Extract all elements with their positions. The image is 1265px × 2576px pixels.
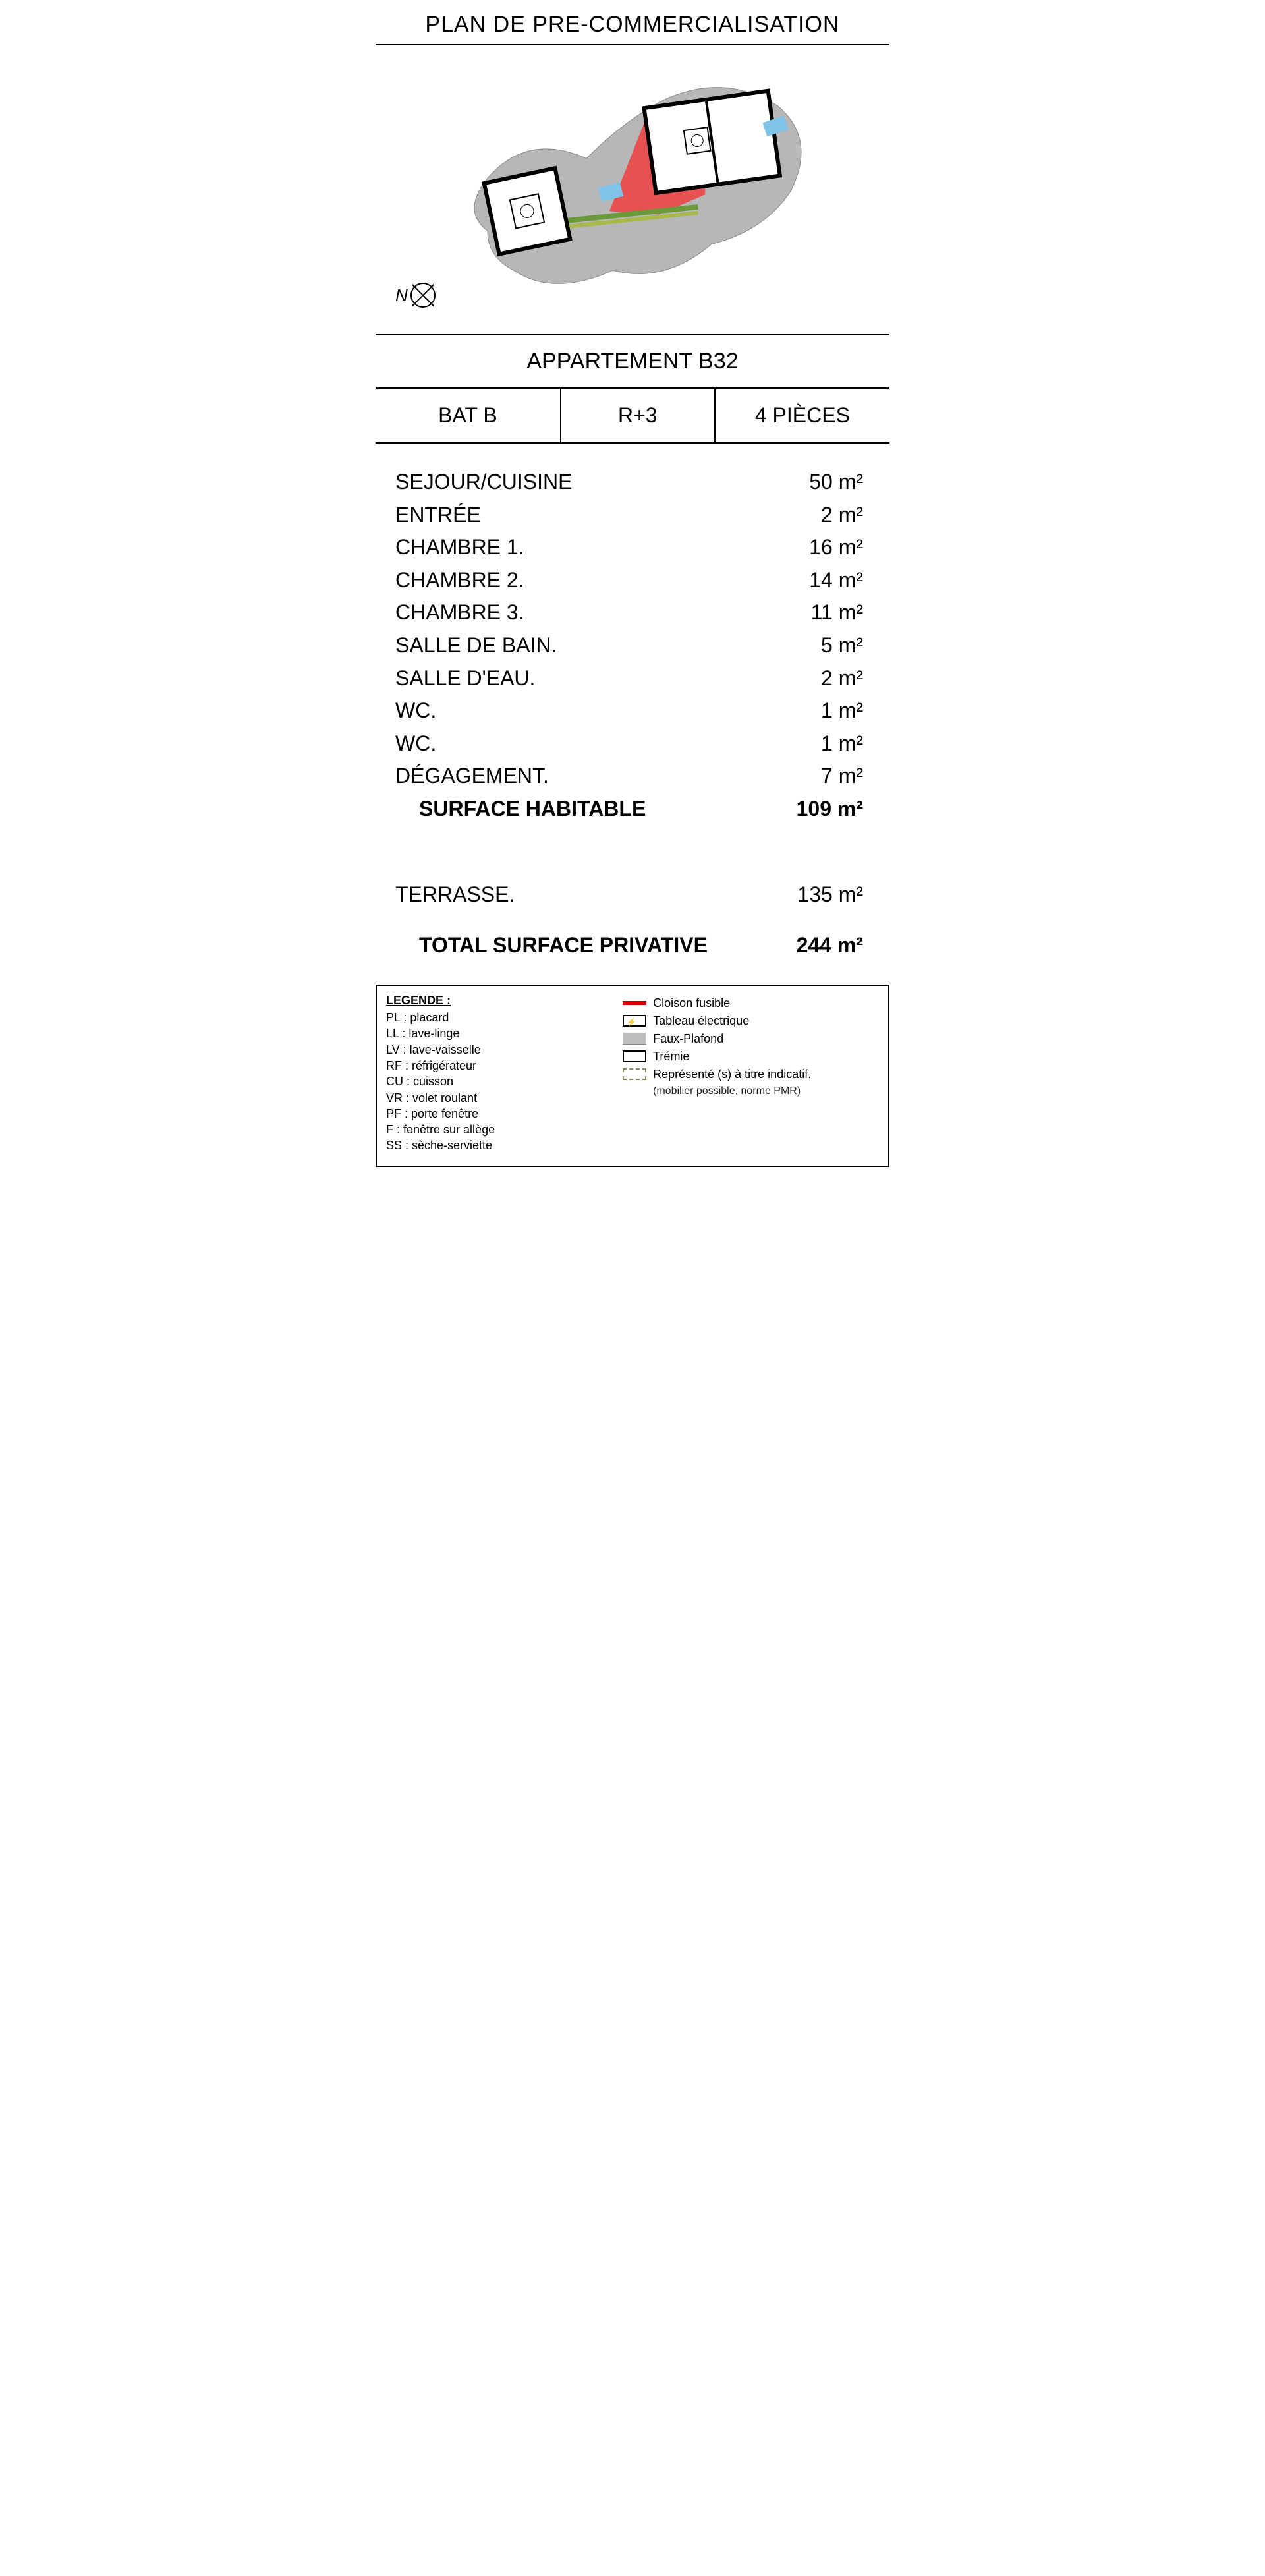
legend-abbreviations: LEGENDE : PL : placard LL : lave-linge L… xyxy=(386,992,603,1154)
legend-symbols: Cloison fusible ⚡ Tableau électrique Fau… xyxy=(623,992,879,1154)
apartment-title: APPARTEMENT B32 xyxy=(376,335,889,387)
legend-symbol-row: Représenté (s) à titre indicatif. xyxy=(623,1068,879,1081)
surface-habitable-row: SURFACE HABITABLE 109 m² xyxy=(395,793,863,826)
room-row: SEJOUR/CUISINE50 m² xyxy=(395,466,863,499)
main-title: PLAN DE PRE-COMMERCIALISATION xyxy=(376,0,889,44)
room-row: CHAMBRE 2.14 m² xyxy=(395,564,863,597)
legend-abbr: RF : réfrigérateur xyxy=(386,1058,603,1073)
room-row: SALLE DE BAIN.5 m² xyxy=(395,629,863,662)
legend-abbr: SS : sèche-serviette xyxy=(386,1137,603,1153)
indicatif-icon xyxy=(623,1068,646,1080)
legend-symbol-row: ⚡ Tableau électrique xyxy=(623,1014,879,1028)
room-row: WC.1 m² xyxy=(395,695,863,728)
legend-abbr: F : fenêtre sur allège xyxy=(386,1122,603,1137)
faux-plafond-icon xyxy=(623,1033,646,1045)
header-pieces: 4 PIÈCES xyxy=(715,388,889,443)
legend-symbol-row: Cloison fusible xyxy=(623,996,879,1010)
total-row: TOTAL SURFACE PRIVATIVE 244 m² xyxy=(395,929,863,962)
legend-box: LEGENDE : PL : placard LL : lave-linge L… xyxy=(376,985,889,1167)
room-row: WC.1 m² xyxy=(395,728,863,760)
room-row: DÉGAGEMENT.7 m² xyxy=(395,760,863,793)
room-row: SALLE D'EAU.2 m² xyxy=(395,662,863,695)
legend-abbr: PF : porte fenêtre xyxy=(386,1106,603,1122)
legend-abbr: VR : volet roulant xyxy=(386,1090,603,1106)
cloison-fusible-icon xyxy=(623,1001,646,1005)
siteplan-svg xyxy=(448,59,817,310)
legend-symbol-row: Faux-Plafond xyxy=(623,1032,879,1046)
legend-abbr: LV : lave-vaisselle xyxy=(386,1042,603,1058)
header-bat: BAT B xyxy=(376,388,561,443)
compass-n-label: N xyxy=(395,285,408,306)
compass-icon: N xyxy=(395,283,436,308)
room-row: CHAMBRE 3.11 m² xyxy=(395,596,863,629)
legend-title: LEGENDE : xyxy=(386,992,603,1008)
room-row: CHAMBRE 1.16 m² xyxy=(395,531,863,564)
header-table: BAT B R+3 4 PIÈCES xyxy=(376,387,889,444)
legend-abbr: PL : placard xyxy=(386,1010,603,1025)
tremie-icon xyxy=(623,1050,646,1062)
header-floor: R+3 xyxy=(561,388,715,443)
room-row: ENTRÉE2 m² xyxy=(395,499,863,532)
legend-subtext: (mobilier possible, norme PMR) xyxy=(653,1085,879,1097)
siteplan-region: N xyxy=(376,45,889,335)
terrasse-row: TERRASSE. 135 m² xyxy=(395,878,863,911)
tableau-electrique-icon: ⚡ xyxy=(623,1015,646,1027)
legend-symbol-row: Trémie xyxy=(623,1050,879,1064)
legend-abbr: CU : cuisson xyxy=(386,1073,603,1089)
rooms-list: SEJOUR/CUISINE50 m² ENTRÉE2 m² CHAMBRE 1… xyxy=(376,444,889,969)
legend-abbr: LL : lave-linge xyxy=(386,1025,603,1041)
